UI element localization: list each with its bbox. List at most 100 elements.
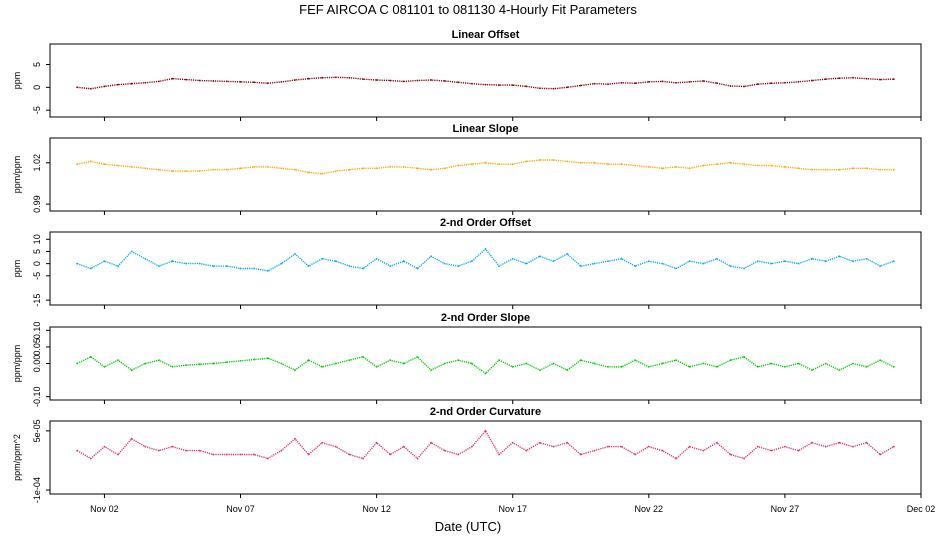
data-point	[743, 356, 745, 358]
data-point	[239, 267, 242, 270]
data-point	[117, 453, 119, 456]
data-point	[770, 262, 773, 265]
data-point	[647, 365, 650, 368]
data-point	[253, 81, 256, 84]
plot-frame	[49, 137, 922, 212]
data-point	[607, 445, 609, 448]
data-point	[498, 359, 500, 362]
plot-frame	[49, 43, 922, 118]
data-point	[824, 260, 827, 263]
data-point	[647, 445, 650, 448]
data-point	[620, 257, 623, 260]
data-point	[171, 170, 174, 173]
data-point	[471, 362, 473, 365]
data-point	[280, 167, 283, 170]
data-point	[484, 83, 487, 86]
data-point	[879, 453, 882, 456]
data-point	[593, 82, 596, 85]
data-point	[171, 445, 174, 448]
data-point	[552, 159, 555, 161]
data-point	[266, 357, 269, 360]
data-point	[280, 81, 283, 83]
data-point	[321, 257, 324, 260]
data-point	[130, 82, 133, 85]
data-point	[471, 445, 473, 448]
data-point	[266, 457, 269, 460]
data-point	[552, 445, 555, 448]
data-point	[539, 87, 541, 90]
data-point	[607, 83, 609, 86]
data-point	[579, 161, 582, 164]
data-point	[239, 167, 242, 170]
data-point	[334, 362, 337, 365]
x-tick-label: Dec 02	[907, 504, 936, 514]
data-point	[525, 449, 528, 452]
data-point	[784, 445, 786, 448]
data-point	[756, 365, 759, 368]
x-tick-label: Nov 27	[771, 504, 800, 514]
data-point	[226, 80, 228, 83]
data-point	[280, 449, 283, 452]
data-point	[375, 79, 378, 81]
data-point	[171, 77, 174, 80]
data-point	[566, 369, 569, 371]
x-tick-label: Nov 17	[498, 504, 527, 514]
data-point	[117, 265, 119, 267]
panel-title: 2-nd Order Slope	[441, 312, 530, 324]
data-point	[457, 265, 460, 267]
series-line	[76, 247, 895, 272]
data-point	[416, 79, 419, 82]
data-point	[620, 365, 623, 368]
data-point	[729, 265, 732, 267]
data-point	[852, 445, 854, 448]
data-point	[307, 77, 310, 80]
x-tick-label: Nov 02	[90, 504, 119, 514]
data-point	[824, 445, 827, 448]
data-point	[103, 163, 106, 166]
data-point	[838, 369, 841, 371]
data-point	[457, 81, 460, 84]
data-point	[198, 170, 201, 173]
data-point	[362, 356, 364, 358]
data-point	[89, 267, 92, 270]
data-point	[879, 168, 882, 171]
data-point	[212, 168, 215, 171]
data-point	[389, 79, 392, 82]
data-point	[89, 160, 92, 163]
data-point	[498, 265, 500, 267]
data-point	[661, 362, 664, 365]
data-point	[443, 262, 446, 265]
data-point	[525, 160, 528, 163]
data-point	[471, 82, 473, 85]
data-point	[185, 364, 188, 367]
y-tick-label: 0	[32, 261, 42, 266]
y-tick-label: 0.10	[32, 322, 42, 340]
data-point	[647, 260, 650, 263]
y-axis-label: ppm	[12, 260, 22, 278]
x-axis-label: Date (UTC)	[435, 519, 501, 534]
y-tick-label: 0	[32, 85, 42, 90]
data-point	[212, 265, 215, 267]
data-point	[647, 166, 650, 168]
data-point	[634, 265, 637, 267]
data-point	[865, 167, 868, 170]
data-point	[144, 257, 147, 260]
data-point	[266, 82, 269, 85]
data-point	[321, 441, 324, 444]
data-point	[756, 260, 759, 263]
data-point	[593, 161, 596, 164]
data-point	[892, 78, 895, 80]
data-point	[675, 267, 677, 270]
data-point	[158, 168, 160, 171]
data-point	[716, 82, 718, 85]
data-point	[729, 161, 732, 164]
data-point	[770, 164, 773, 167]
data-point	[144, 167, 147, 170]
data-point	[402, 362, 405, 365]
panel-1: Linear Offset ppm -5 0 5	[12, 29, 922, 121]
panel-3: 2-nd Order Offset ppm -15 -5 0 5 10	[12, 217, 922, 309]
data-point	[457, 359, 460, 362]
data-point	[198, 79, 201, 82]
y-tick-label: 5	[32, 62, 42, 67]
